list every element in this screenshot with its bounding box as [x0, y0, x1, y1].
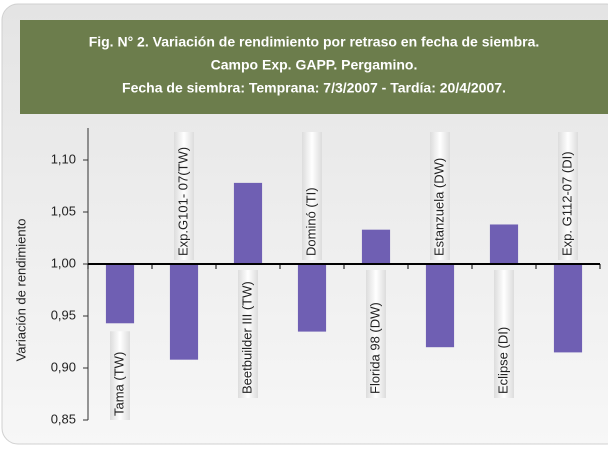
label-box	[110, 331, 130, 420]
x-tick-label: Exp. G112-07 (DI)	[559, 151, 574, 256]
label-box	[558, 132, 578, 260]
label-box	[238, 270, 258, 398]
chart-title: Campo Exp. GAPP. Pergamino.	[211, 57, 418, 73]
y-tick-label: 1,10	[51, 151, 76, 166]
y-axis-label: Variación de rendimiento	[13, 219, 28, 362]
bar	[361, 229, 391, 264]
bar	[105, 264, 135, 324]
bar	[233, 182, 263, 264]
x-tick-label: Beetbuilder III (TW)	[239, 281, 254, 394]
y-tick-label: 1,00	[51, 255, 76, 270]
label-box	[366, 270, 386, 398]
y-tick-label: 0,95	[51, 307, 76, 322]
x-tick-label: Florida 98 (DW)	[367, 302, 382, 394]
title-box	[20, 20, 608, 114]
x-tick-label: Estanzuela (DW)	[431, 158, 446, 256]
bar	[425, 264, 455, 348]
label-box	[302, 132, 322, 260]
bar	[169, 264, 199, 360]
label-box	[174, 132, 194, 260]
y-tick-label: 1,05	[51, 203, 76, 218]
label-box	[494, 270, 514, 398]
x-tick-label: Exp.G101- 07(TW)	[175, 147, 190, 256]
y-tick-label: 0,85	[51, 411, 76, 426]
x-tick-label: Dominó (TI)	[303, 187, 318, 256]
label-box	[430, 132, 450, 260]
chart-title: Fecha de siembra: Temprana: 7/3/2007 - T…	[122, 80, 506, 96]
chart-title: Fig. N° 2. Variación de rendimiento por …	[89, 34, 540, 50]
x-tick-label: Eclipse (DI)	[495, 327, 510, 394]
y-tick-label: 0,90	[51, 359, 76, 374]
bar	[297, 264, 327, 332]
x-tick-label: Tama (TW)	[111, 352, 126, 416]
bar	[489, 224, 519, 264]
bar	[553, 264, 583, 353]
